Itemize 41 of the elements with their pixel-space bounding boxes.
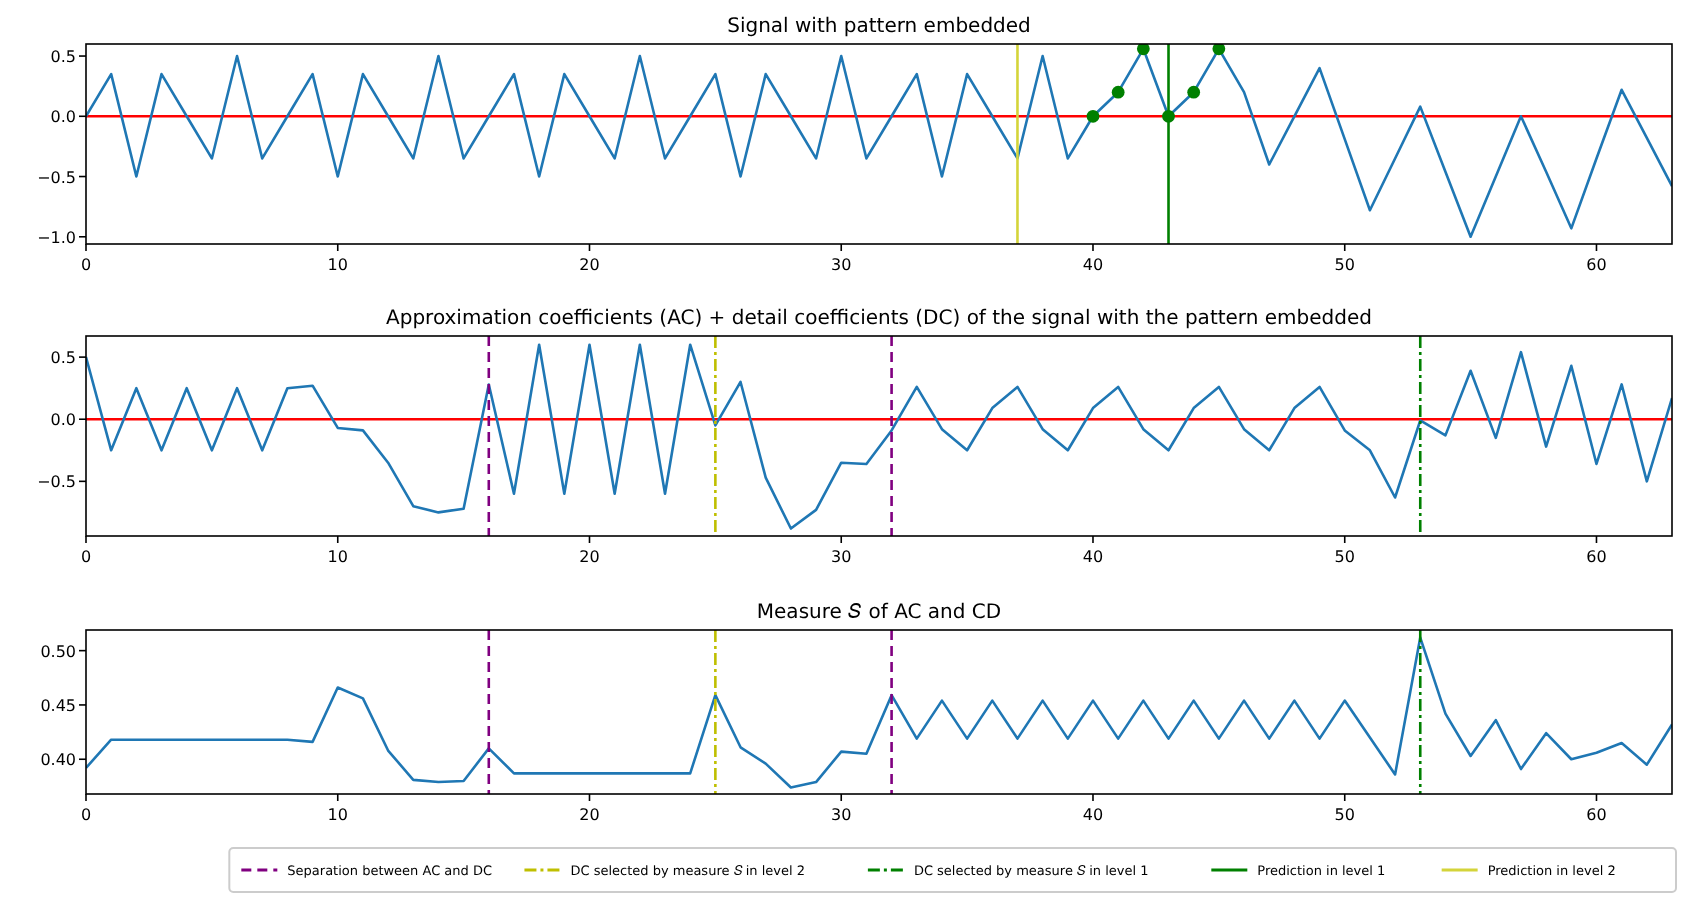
y-tick-label: 0.40 bbox=[40, 751, 76, 770]
y-tick-label: 0.5 bbox=[50, 48, 76, 67]
chart-title: Signal with pattern embedded bbox=[727, 16, 1031, 38]
x-tick-label: 30 bbox=[831, 806, 852, 824]
y-tick-label: 0.50 bbox=[40, 642, 76, 661]
point bbox=[1136, 44, 1150, 56]
x-tick-label: 30 bbox=[831, 548, 852, 566]
x-tick-label: 40 bbox=[1082, 548, 1104, 566]
y-tick-label: −0.5 bbox=[37, 473, 76, 492]
x-tick-label: 10 bbox=[327, 548, 348, 566]
line-series bbox=[86, 343, 1672, 530]
x-tick-label: 50 bbox=[1334, 256, 1355, 274]
point bbox=[1212, 44, 1226, 56]
y-tick-label: 0.0 bbox=[50, 411, 76, 430]
x-tick-label: 0 bbox=[80, 256, 92, 274]
x-tick-label: 40 bbox=[1082, 806, 1104, 824]
x-tick-label: 50 bbox=[1334, 806, 1355, 824]
y-tick-label: 0.0 bbox=[50, 108, 76, 127]
y-tick-label: 0.5 bbox=[50, 349, 76, 368]
line-series bbox=[86, 636, 1672, 789]
y-tick-label: 0.45 bbox=[40, 696, 76, 715]
x-tick-label: 50 bbox=[1334, 548, 1355, 566]
x-tick-label: 20 bbox=[579, 256, 600, 274]
x-tick-label: 60 bbox=[1586, 256, 1607, 274]
chart-title: Approximation coefficients (AC) + detail coefficients (DC) of the signal with the pattern embedded bbox=[386, 308, 1372, 330]
x-tick-label: 40 bbox=[1082, 256, 1104, 274]
y-tick-label: −1.0 bbox=[37, 228, 76, 247]
x-tick-label: 10 bbox=[327, 806, 348, 824]
chart-title: Measure 𝑆 of AC and CD bbox=[756, 602, 1002, 624]
x-tick-label: 20 bbox=[579, 548, 600, 566]
x-tick-label: 30 bbox=[831, 256, 852, 274]
x-tick-label: 20 bbox=[579, 806, 600, 824]
x-tick-label: 60 bbox=[1586, 548, 1607, 566]
x-tick-label: 0 bbox=[80, 548, 92, 566]
x-tick-label: 10 bbox=[327, 256, 348, 274]
x-tick-label: 60 bbox=[1586, 806, 1607, 824]
point bbox=[1187, 85, 1201, 99]
y-tick-label: −0.5 bbox=[37, 168, 76, 187]
x-tick-label: 0 bbox=[80, 806, 92, 824]
point bbox=[1111, 85, 1125, 99]
point bbox=[1086, 109, 1100, 123]
